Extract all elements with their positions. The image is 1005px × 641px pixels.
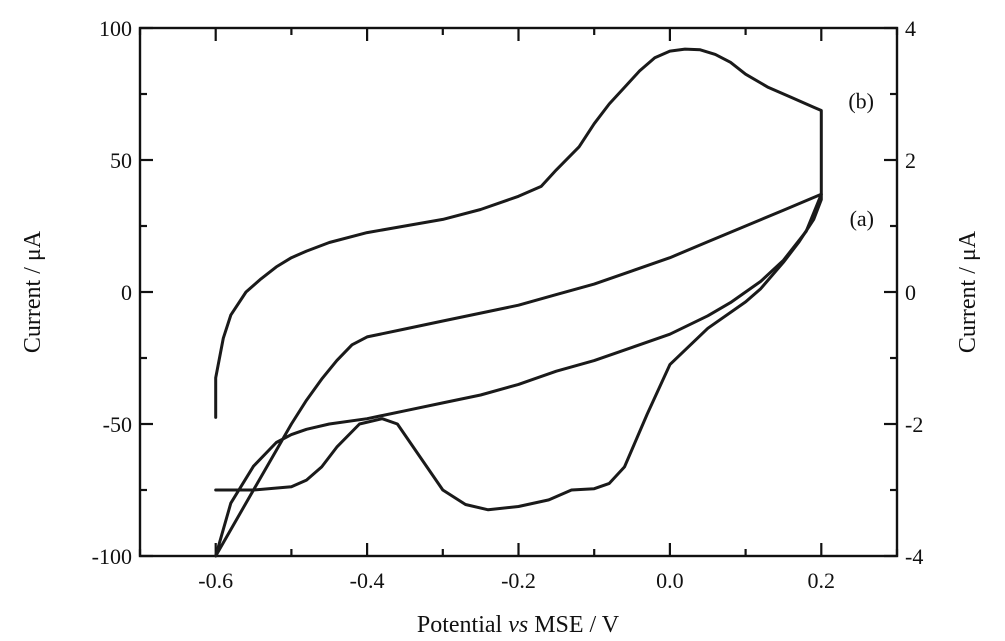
x-tick-label: -0.2 xyxy=(501,568,536,593)
y-left-tick-label: 0 xyxy=(121,280,132,305)
tick-labels: -0.6 -0.4 -0.2 0.0 0.2 -100 -50 0 50 100 -4 -2 0 2 4 xyxy=(92,16,924,593)
x-tick-label: -0.6 xyxy=(198,568,233,593)
y-right-tick-label: 2 xyxy=(905,148,916,173)
curve-label-b: (b) xyxy=(848,89,874,114)
tick-marks xyxy=(138,26,899,558)
series-line-b xyxy=(214,47,823,512)
series-line-a xyxy=(214,192,823,558)
plot-frame xyxy=(138,26,899,558)
series-group xyxy=(214,47,823,558)
curve-labels: (a) (b) xyxy=(848,89,874,231)
y-right-tick-label: 0 xyxy=(905,280,916,305)
y-left-tick-label: 50 xyxy=(110,148,132,173)
curve-label-a: (a) xyxy=(850,206,874,231)
x-tick-label: -0.4 xyxy=(350,568,385,593)
y-axis-title-right: Current / μA xyxy=(955,230,981,353)
y-left-tick-label: 100 xyxy=(99,16,132,41)
y-right-tick-label: 4 xyxy=(905,16,916,41)
y-left-tick-label: -50 xyxy=(103,412,132,437)
y-right-tick-label: -2 xyxy=(905,412,923,437)
y-right-tick-label: -4 xyxy=(905,544,923,569)
x-tick-label: 0.0 xyxy=(656,568,684,593)
y-left-tick-label: -100 xyxy=(92,544,132,569)
x-tick-label: 0.2 xyxy=(808,568,836,593)
x-axis-title: Potential vs MSE / V xyxy=(417,612,620,638)
y-axis-title-left: Current / μA xyxy=(20,230,46,353)
